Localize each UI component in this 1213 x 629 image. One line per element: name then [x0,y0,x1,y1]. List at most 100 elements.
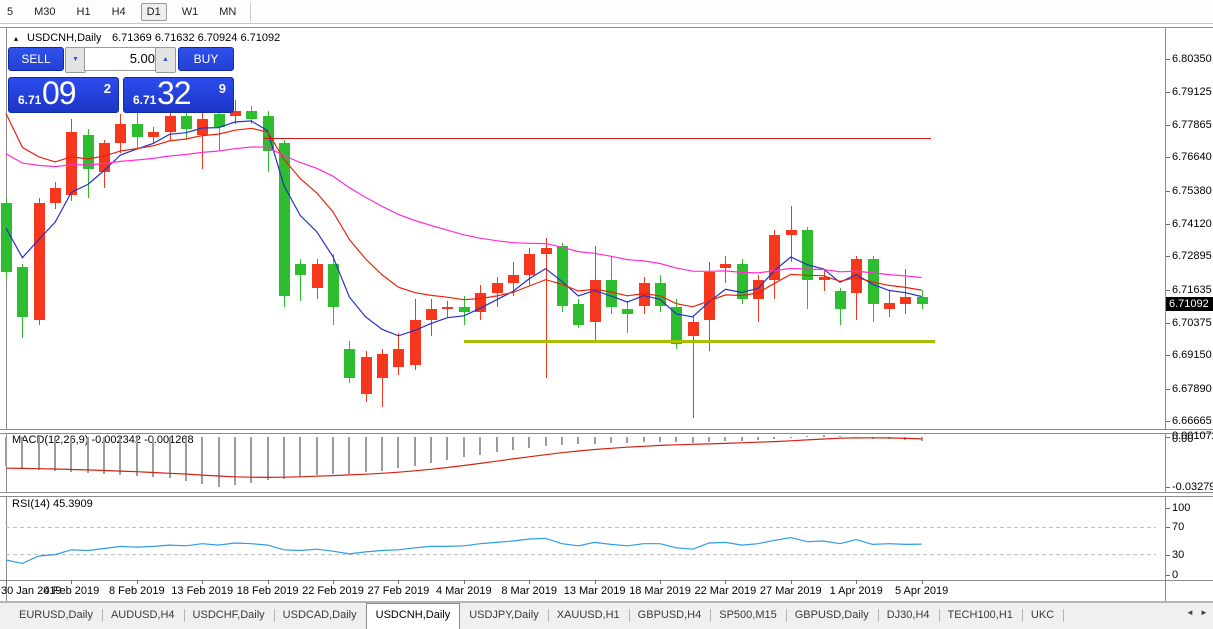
macd-histogram-bar [626,437,629,443]
candle [736,264,748,299]
macd-histogram-bar [822,435,825,437]
buy-price-box[interactable]: 6.71 32 9 [123,75,234,113]
sell-price-box[interactable]: 6.71 09 2 [8,75,119,113]
timeframe-button-d1[interactable]: D1 [140,3,167,21]
timeframe-button-mn[interactable]: MN [219,6,237,18]
candle-wick [692,317,694,418]
macd-histogram-bar [609,437,612,444]
tab-separator [101,609,103,622]
tab-scroll-left-icon[interactable]: ◄ [1186,608,1194,617]
macd-axis-max: 0.001072 [1172,430,1213,442]
volume-increase-button[interactable]: ▲ [155,47,176,73]
date-axis-label: 27 Mar 2019 [759,585,822,597]
tab-separator [183,609,185,622]
candle [916,296,928,305]
chart-tab-xauusd[interactable]: XAUUSD,H1 [548,603,630,629]
candle [311,264,323,288]
chart-tab-audusd[interactable]: AUDUSD,H4 [102,603,185,629]
chart-tab-usdjpy[interactable]: USDJPY,Daily [460,603,549,629]
candle [344,348,356,378]
chart-tab-gbpusd[interactable]: GBPUSD,H4 [629,603,712,629]
macd-histogram-bar [5,437,7,466]
candle [802,229,814,281]
buy-button[interactable]: BUY [178,47,234,71]
rsi-panel-bottom-border [0,580,1213,581]
date-axis-tick [6,580,7,584]
candle [180,116,192,130]
date-axis-tick [660,580,661,584]
candle-wick [382,348,384,407]
tab-separator [273,609,275,622]
macd-histogram-bar [168,437,171,478]
candle [655,282,666,307]
current-price-badge: 6.71092 [1166,297,1213,311]
rsi-indicator-label: RSI(14) 45.3909 [12,498,93,510]
chart-tab-ukc[interactable]: UKC [1022,603,1065,629]
macd-axis-tick [1166,437,1170,438]
toolbar-separator [250,2,252,21]
chart-tab-usdcnh[interactable]: USDCNH,Daily [365,603,461,629]
tab-scroll-right-icon[interactable]: ► [1200,608,1208,617]
candle [426,309,438,320]
macd-axis-tick [1166,487,1170,488]
macd-panel-splitter[interactable] [0,429,1213,434]
candle [393,348,405,368]
chart-tab-usdcad[interactable]: USDCAD,Daily [274,603,367,629]
candle [867,258,879,304]
candle [295,264,307,275]
tab-separator [628,609,630,622]
timeframe-button-5[interactable]: 5 [7,6,14,18]
sell-button[interactable]: SELL [8,47,64,71]
chart-tab-eurusd[interactable]: EURUSD,Daily [10,603,103,629]
support-line[interactable] [463,340,935,344]
timeframe-button-h1[interactable]: H1 [76,6,91,18]
candle [328,264,339,307]
timeframe-button-m30[interactable]: M30 [34,6,56,18]
price-axis-tick [1166,421,1170,423]
macd-histogram-bar [855,437,858,438]
candle [622,309,634,315]
macd-histogram-bar [70,437,73,472]
timeframe-button-h4[interactable]: H4 [111,6,126,18]
chart-tab-dj30[interactable]: DJ30,H4 [878,603,940,629]
candle [409,319,421,365]
macd-histogram-bar [184,437,187,482]
price-axis-label: 6.71635 [1172,283,1212,296]
candle [213,113,225,127]
date-axis-tick [790,580,792,584]
price-axis-tick [1166,323,1170,325]
date-axis-label: 30 Jan 2019 [1,585,62,597]
chart-ohlc-values: 6.71369 6.71632 6.70924 6.71092 [112,32,281,44]
candle [164,116,176,132]
price-axis-label: 6.66665 [1172,415,1212,428]
resistance-line[interactable] [262,137,932,139]
volume-input[interactable]: 5.00 [84,47,165,71]
candle [540,248,552,254]
date-axis-label: 4 Mar 2019 [435,585,492,597]
chart-tab-gbpusd[interactable]: GBPUSD,Daily [786,603,879,629]
date-axis-label: 22 Mar 2019 [694,585,757,597]
timeframe-button-w1[interactable]: W1 [181,6,199,18]
candle [99,142,111,172]
chart-collapse-icon[interactable]: ▴ [14,34,19,43]
candle [491,282,503,294]
sell-price-pip-digit: 2 [103,81,111,96]
macd-histogram-bar [86,437,89,473]
rsi-axis-label: 0 [1172,569,1179,581]
macd-histogram-bar [544,437,547,446]
chart-top-border [0,27,1213,28]
tab-separator [710,609,712,622]
macd-histogram-bar [135,437,138,476]
chart-tab-tech100[interactable]: TECH100,H1 [939,603,1023,629]
macd-histogram-bar [904,437,907,441]
candle [66,132,78,196]
tab-separator [785,609,787,622]
macd-histogram-bar [659,437,661,443]
macd-histogram-bar [675,437,678,443]
chart-tab-sp500[interactable]: SP500,M15 [710,603,787,629]
candle [17,266,29,318]
volume-decrease-button[interactable]: ▼ [65,47,86,73]
candle [589,280,601,323]
chart-tab-usdchf[interactable]: USDCHF,Daily [184,603,275,629]
rsi-panel-splitter[interactable] [0,492,1213,497]
